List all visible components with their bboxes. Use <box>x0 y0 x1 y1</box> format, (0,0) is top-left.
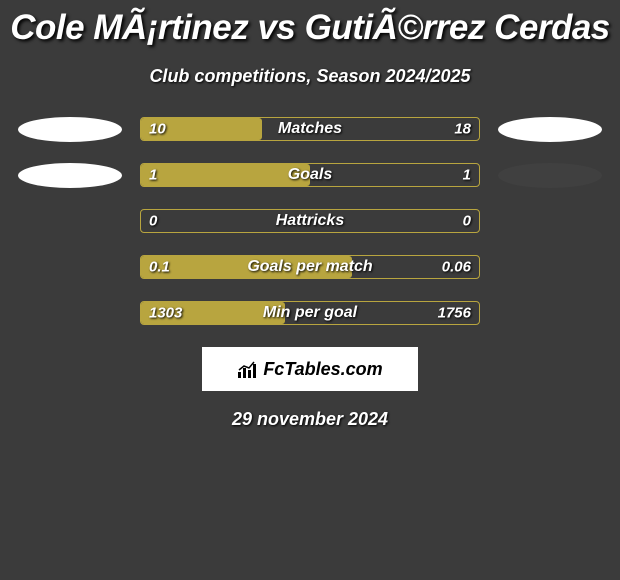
page-title: Cole MÃ¡rtinez vs GutiÃ©rrez Cerdas <box>0 0 620 48</box>
stat-bar: 0.10.06Goals per match <box>140 255 480 279</box>
left-ellipse <box>18 117 122 142</box>
stat-bar: 13031756Min per goal <box>140 301 480 325</box>
right-value: 1 <box>463 167 471 184</box>
right-ellipse <box>498 163 602 188</box>
left-value: 0 <box>149 213 157 230</box>
logo-text: FcTables.com <box>263 359 382 380</box>
left-value: 1 <box>149 167 157 184</box>
stat-row: 1018Matches <box>0 117 620 141</box>
left-value: 10 <box>149 121 166 138</box>
left-ellipse <box>18 163 122 188</box>
stat-row: 0 0Hattricks <box>0 209 620 233</box>
logo-box: FcTables.com <box>202 347 418 391</box>
left-value: 1303 <box>149 305 182 322</box>
stat-row: 11Goals <box>0 163 620 187</box>
stat-row: 13031756Min per goal <box>0 301 620 325</box>
stat-bar: 11Goals <box>140 163 480 187</box>
date: 29 november 2024 <box>0 409 620 430</box>
chart-icon <box>237 360 259 378</box>
stat-bar: 1018Matches <box>140 117 480 141</box>
left-value: 0.1 <box>149 259 170 276</box>
stat-rows: 1018Matches11Goals00Hattricks0.10.06Goal… <box>0 117 620 325</box>
right-value: 0.06 <box>442 259 471 276</box>
logo: FcTables.com <box>237 359 382 380</box>
bar-fill-left <box>141 164 310 186</box>
stat-bar: 0 0Hattricks <box>140 209 480 233</box>
bar-fill-left <box>141 256 352 278</box>
bar-label: Hattricks <box>141 212 479 230</box>
right-value: 0 <box>463 213 471 230</box>
stat-row: 0.10.06Goals per match <box>0 255 620 279</box>
right-value: 18 <box>454 121 471 138</box>
right-ellipse <box>498 117 602 142</box>
right-value: 1756 <box>438 305 471 322</box>
subtitle: Club competitions, Season 2024/2025 <box>0 66 620 87</box>
